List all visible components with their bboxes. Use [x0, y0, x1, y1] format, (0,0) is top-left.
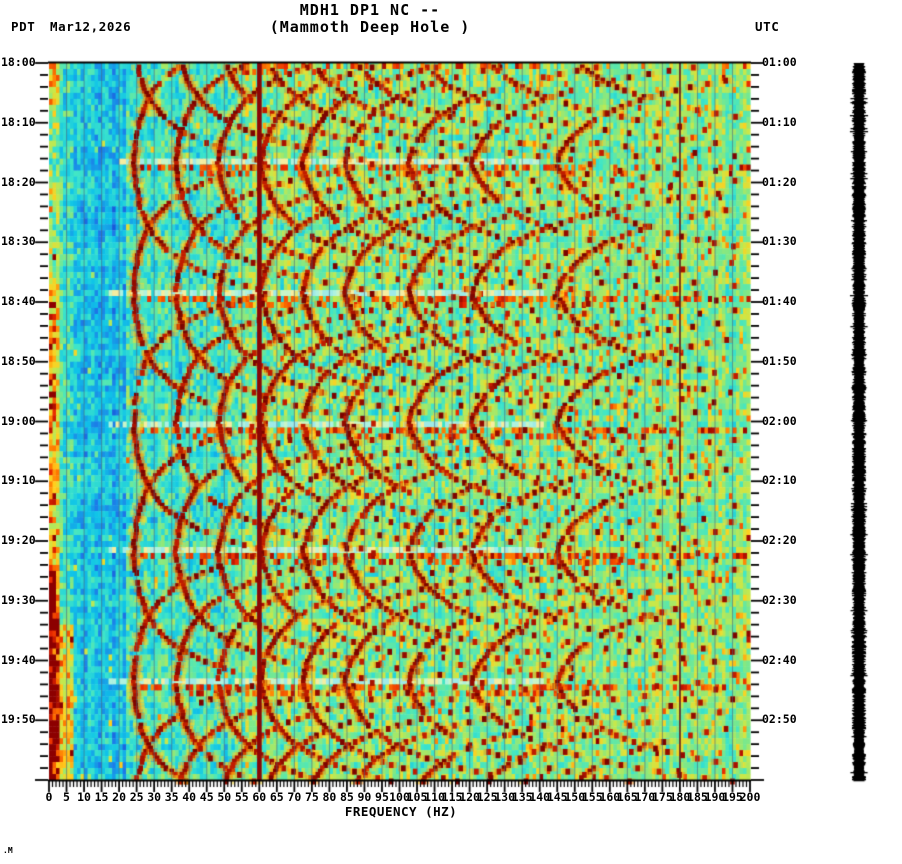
time-label-right: 01:40: [762, 294, 797, 308]
freq-tick-label: 90: [357, 790, 372, 804]
time-label-left: 19:10: [1, 473, 36, 488]
time-label-right: 02:20: [762, 533, 797, 547]
page-subtitle: (Mammoth Deep Hole ): [269, 18, 471, 36]
freq-tick-label: 120: [459, 790, 480, 804]
time-label-right: 01:50: [762, 353, 797, 368]
time-label-left: 19:40: [1, 652, 36, 667]
time-label-left: 18:50: [1, 353, 36, 368]
time-label-left: 19:50: [1, 712, 36, 727]
freq-tick-label: 60: [252, 790, 267, 804]
freq-tick-label: 100: [389, 790, 410, 804]
freq-tick-label: 150: [564, 790, 586, 804]
left-timezone-label: PDT: [11, 19, 36, 34]
right-timezone-label: UTC: [755, 19, 780, 34]
freq-tick-label: 80: [322, 790, 337, 804]
freq-tick-label: 185: [687, 790, 708, 804]
freq-tick-label: 50: [217, 790, 232, 804]
date-label: Mar12,2026: [50, 19, 132, 34]
time-label-left: 18:20: [1, 174, 36, 189]
freq-tick-label: 0: [45, 790, 53, 804]
freq-tick-label: 125: [476, 790, 498, 804]
time-label-left: 18:10: [1, 114, 36, 129]
freq-tick-label: 30: [147, 790, 162, 804]
time-label-left: 19:00: [1, 413, 36, 428]
freq-tick-label: 5: [63, 790, 70, 804]
freq-tick-label: 140: [529, 790, 551, 804]
freq-tick-label: 35: [164, 790, 179, 804]
freq-tick-label: 160: [599, 790, 621, 804]
time-label-left: 18:40: [1, 294, 36, 308]
freq-tick-label: 110: [424, 790, 445, 804]
freq-tick-label: 40: [182, 790, 197, 804]
time-label-right: 02:50: [762, 712, 797, 727]
time-label-right: 02:10: [762, 473, 797, 488]
freq-tick-label: 15: [94, 790, 109, 804]
freq-tick-label: 130: [494, 790, 516, 804]
freq-tick-label: 175: [651, 790, 673, 804]
time-label-left: 18:30: [1, 234, 36, 249]
freq-tick-label: 195: [722, 790, 743, 804]
freq-tick-label: 75: [304, 790, 319, 804]
freq-tick-label: 200: [739, 790, 761, 804]
time-label-right: 01:00: [762, 55, 797, 69]
time-label-left: 19:30: [1, 592, 36, 607]
freq-tick-label: 65: [269, 790, 284, 804]
freq-tick-label: 135: [511, 790, 533, 804]
freq-tick-label: 45: [199, 790, 214, 804]
freq-tick-label: 115: [441, 790, 463, 804]
freq-tick-label: 25: [129, 790, 144, 804]
page-title: MDH1 DP1 NC --: [299, 1, 441, 19]
freq-tick-label: 190: [704, 790, 726, 804]
freq-tick-label: 10: [77, 790, 91, 804]
freq-tick-label: 85: [339, 790, 354, 804]
time-label-right: 01:10: [762, 114, 797, 129]
freq-tick-label: 95: [375, 790, 389, 804]
freq-tick-label: 70: [287, 790, 302, 804]
time-label-left: 19:20: [1, 533, 36, 547]
time-label-right: 01:20: [762, 174, 797, 189]
freq-tick-label: 55: [234, 790, 249, 804]
freq-tick-label: 170: [634, 790, 656, 804]
time-label-right: 02:30: [762, 592, 797, 607]
time-label-right: 02:40: [762, 652, 797, 667]
freq-tick-label: 145: [546, 790, 568, 804]
freq-tick-label: 180: [669, 790, 691, 804]
freq-tick-label: 165: [616, 790, 638, 804]
corner-mark: .M: [3, 846, 13, 855]
freq-tick-label: 20: [112, 790, 127, 804]
x-axis-title: FREQUENCY (HZ): [344, 804, 458, 819]
freq-tick-label: 155: [581, 790, 603, 804]
time-label-right: 01:30: [762, 234, 797, 249]
time-label-right: 02:00: [762, 413, 797, 428]
freq-tick-label: 105: [406, 790, 428, 804]
time-label-left: 18:00: [1, 55, 36, 69]
